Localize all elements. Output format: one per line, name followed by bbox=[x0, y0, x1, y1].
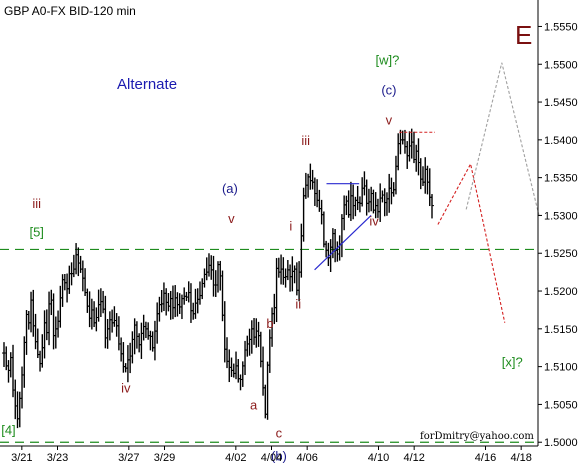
x-tick-label: 4/10 bbox=[368, 452, 389, 464]
wave-label: iv bbox=[369, 213, 379, 228]
wave-label: iv bbox=[121, 380, 131, 395]
plot-background bbox=[0, 0, 538, 446]
y-tick-label: 1.5150 bbox=[544, 324, 578, 336]
y-tick-label: 1.5550 bbox=[544, 21, 578, 33]
x-tick-label: 3/29 bbox=[154, 452, 175, 464]
wave-label: c bbox=[276, 426, 283, 441]
y-tick-label: 1.5300 bbox=[544, 210, 578, 222]
projection-path-0 bbox=[437, 162, 506, 323]
wave-label: iii bbox=[301, 133, 310, 148]
x-tick-label: 4/12 bbox=[403, 452, 424, 464]
wave-labels: iii[5]iv[4](a)vabc(b)iiiiiiiv[w]?(c)v[x]… bbox=[1, 52, 523, 463]
wave-label: (b) bbox=[271, 448, 287, 463]
x-tick-label: 4/18 bbox=[510, 452, 531, 464]
y-tick-label: 1.5400 bbox=[544, 135, 578, 147]
y-tick-label: 1.5350 bbox=[544, 173, 578, 185]
y-tick-label: 1.5200 bbox=[544, 286, 578, 298]
triangle-line-1 bbox=[314, 215, 372, 271]
watermark: forDmitry@yahoo.com bbox=[420, 431, 534, 442]
wave-label: a bbox=[250, 398, 258, 413]
price-bar bbox=[430, 194, 434, 219]
price-bars bbox=[2, 128, 434, 429]
x-tick-label: 3/27 bbox=[118, 452, 139, 464]
x-tick-label: 4/02 bbox=[225, 452, 246, 464]
wave-label: (c) bbox=[381, 82, 396, 97]
corner-label: E bbox=[515, 20, 532, 50]
wave-label: [4] bbox=[1, 423, 15, 438]
y-tick-label: 1.5250 bbox=[544, 248, 578, 260]
projection-path-1 bbox=[465, 62, 540, 216]
wave-label: [x]? bbox=[502, 355, 523, 370]
y-tick-label: 1.5050 bbox=[544, 399, 578, 411]
wave-label: [w]? bbox=[375, 52, 399, 67]
wave-overlays bbox=[314, 62, 540, 323]
wave-label: i bbox=[289, 219, 292, 234]
y-tick-label: 1.5500 bbox=[544, 59, 578, 71]
chart-title: GBP A0-FX BID-120 min bbox=[4, 4, 136, 18]
y-axis: 1.5000 1.5050 1.5100 1.5150 1.5200 1.5250 1.53… bbox=[538, 21, 578, 449]
x-tick-label: 3/23 bbox=[47, 452, 68, 464]
x-tick-label: 4/16 bbox=[475, 452, 496, 464]
x-tick-label: 4/04 bbox=[261, 452, 282, 464]
alternate-note: Alternate bbox=[117, 76, 177, 93]
wave-label: (a) bbox=[222, 181, 238, 196]
wave-label: ii bbox=[295, 296, 301, 311]
y-tick-label: 1.5100 bbox=[544, 362, 578, 374]
wave-label: v bbox=[386, 113, 393, 128]
x-tick-label: 3/21 bbox=[11, 452, 32, 464]
wave-label: b bbox=[266, 316, 273, 331]
y-tick-label: 1.5450 bbox=[544, 97, 578, 109]
wave-label: iii bbox=[32, 196, 41, 211]
wave-label: [5] bbox=[29, 225, 43, 240]
x-tick-label: 4/06 bbox=[296, 452, 317, 464]
wave-label: v bbox=[228, 211, 235, 226]
x-axis: 3/21 3/23 3/27 3/29 4/02 4/04 4/06 4/10 4/12 4/16… bbox=[11, 446, 532, 464]
y-tick-label: 1.5000 bbox=[544, 437, 578, 449]
